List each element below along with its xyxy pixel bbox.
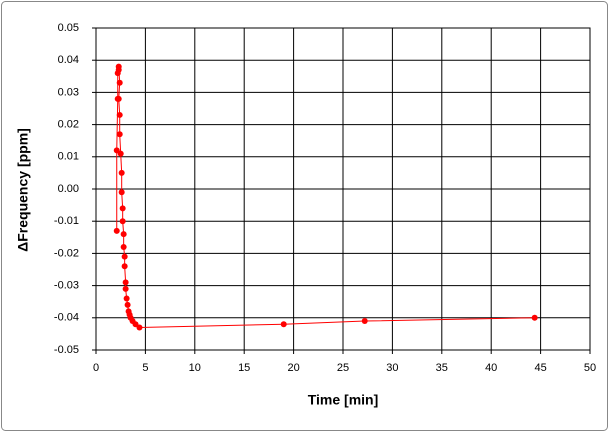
x-tick-label: 0 <box>93 362 99 374</box>
x-axis-title: Time [min] <box>308 392 379 408</box>
data-point <box>116 111 123 118</box>
x-tick-label: 10 <box>189 362 201 374</box>
x-tick-label: 15 <box>238 362 250 374</box>
data-point <box>123 295 130 302</box>
x-tick-label: 5 <box>142 362 148 374</box>
data-point <box>136 324 143 331</box>
data-point <box>121 263 128 270</box>
y-tick-label: 0.02 <box>58 119 79 131</box>
y-tick-label: 0.05 <box>58 22 79 34</box>
data-point <box>122 285 129 292</box>
data-point <box>118 189 125 196</box>
data-point <box>124 301 131 308</box>
data-point <box>115 63 122 70</box>
data-point <box>531 314 538 321</box>
x-tick-label: 45 <box>534 362 546 374</box>
data-point <box>361 318 368 325</box>
y-tick-label: -0.02 <box>54 247 79 259</box>
data-point <box>116 131 123 138</box>
x-tick-label: 20 <box>287 362 299 374</box>
x-tick-label: 50 <box>584 362 596 374</box>
y-tick-label: -0.05 <box>54 344 79 356</box>
data-point <box>121 253 128 260</box>
data-point <box>280 321 287 328</box>
x-tick-label: 40 <box>485 362 497 374</box>
y-tick-label: 0.03 <box>58 86 79 98</box>
y-tick-label: -0.01 <box>54 215 79 227</box>
data-point <box>122 279 129 286</box>
data-point <box>118 169 125 176</box>
data-point <box>120 243 127 250</box>
x-tick-label: 25 <box>337 362 349 374</box>
data-point <box>120 231 127 238</box>
plot-area <box>95 27 591 351</box>
y-tick-label: 0.00 <box>58 183 79 195</box>
data-point <box>116 79 123 86</box>
y-tick-label: -0.04 <box>54 312 79 324</box>
data-point <box>119 205 126 212</box>
x-tick-label: 35 <box>436 362 448 374</box>
x-tick-label: 30 <box>386 362 398 374</box>
y-tick-label: 0.01 <box>58 151 79 163</box>
y-tick-label: -0.03 <box>54 280 79 292</box>
data-point <box>115 95 122 102</box>
y-tick-label: 0.04 <box>58 54 79 66</box>
data-point <box>113 227 120 234</box>
y-axis-title: ΔFrequency [ppm] <box>15 128 31 252</box>
data-point <box>119 218 126 225</box>
data-point <box>117 150 124 157</box>
